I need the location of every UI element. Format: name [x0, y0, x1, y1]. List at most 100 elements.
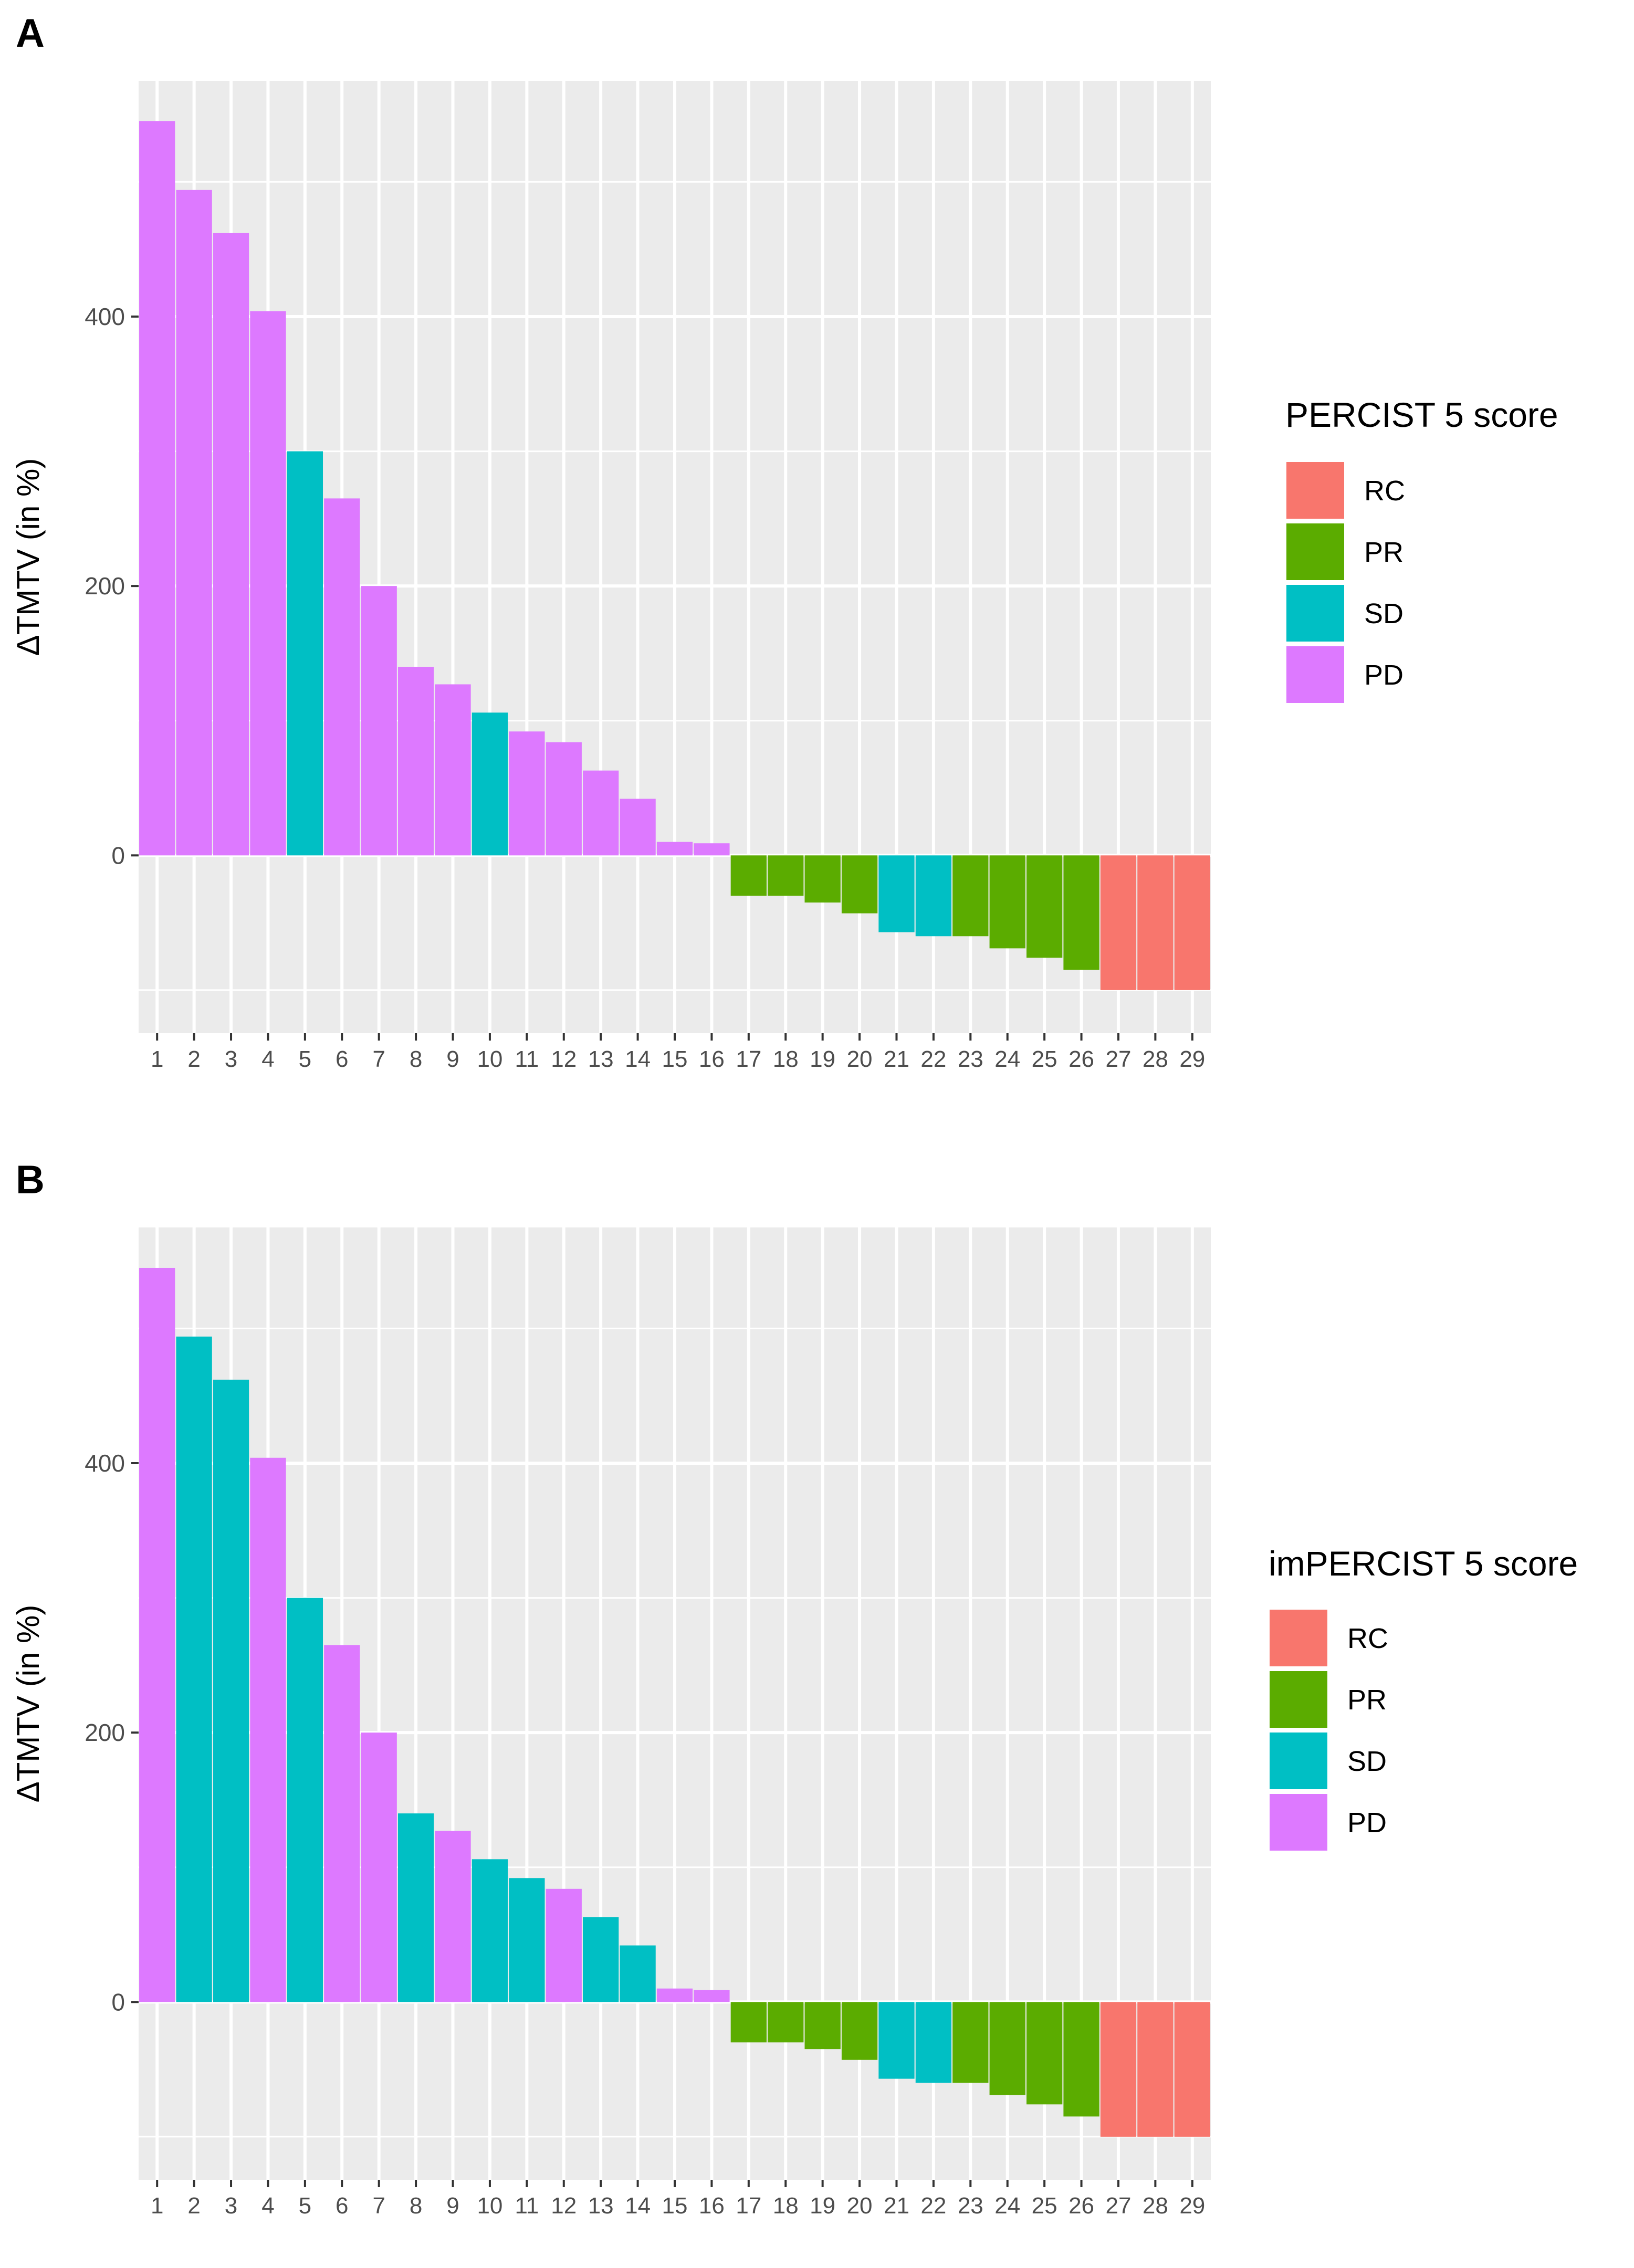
panel-label-b: B — [16, 1158, 45, 1202]
bar-4-pd — [250, 1457, 286, 2002]
x-tick-label: 5 — [299, 2193, 311, 2219]
bar-4-pd — [250, 311, 286, 856]
x-tick-label: 23 — [958, 2193, 983, 2219]
x-tick-label: 9 — [446, 1046, 459, 1072]
y-tick-label: 400 — [85, 303, 125, 330]
bar-18-pr — [768, 855, 804, 896]
bar-18-pr — [768, 2002, 804, 2043]
x-tick-label: 16 — [699, 1046, 725, 1072]
x-tick-label: 7 — [372, 1046, 385, 1072]
bar-17-pr — [730, 2002, 767, 2043]
x-tick-label: 10 — [477, 1046, 502, 1072]
legend-swatch-pd — [1270, 1794, 1327, 1851]
x-tick-label: 24 — [994, 2193, 1020, 2219]
legend-title: PERCIST 5 score — [1285, 395, 1558, 434]
legend-label-pr: PR — [1347, 1684, 1387, 1716]
bar-26-pr — [1063, 2002, 1099, 2117]
y-axis-label: ΔTMTV (in %) — [11, 1605, 46, 1803]
x-tick-label: 2 — [187, 2193, 200, 2219]
x-tick-label: 28 — [1143, 2193, 1168, 2219]
x-tick-label: 18 — [773, 2193, 799, 2219]
x-tick-label: 21 — [884, 1046, 909, 1072]
legend-swatch-pr — [1270, 1671, 1327, 1728]
x-tick-label: 26 — [1069, 1046, 1094, 1072]
panel-label-a: A — [16, 11, 45, 56]
x-tick-label: 25 — [1032, 1046, 1057, 1072]
x-tick-label: 20 — [847, 1046, 873, 1072]
bar-21-sd — [878, 2002, 915, 2079]
bar-20-pr — [841, 855, 878, 914]
x-tick-label: 3 — [225, 1046, 237, 1072]
bar-14-pd — [620, 799, 656, 856]
bar-20-pr — [841, 2002, 878, 2060]
x-tick-label: 22 — [920, 2193, 946, 2219]
y-tick-label: 0 — [111, 842, 125, 869]
x-tick-label: 1 — [151, 1046, 163, 1072]
x-tick-label: 22 — [920, 1046, 946, 1072]
bar-14-sd — [620, 1945, 656, 2002]
legend-label-sd: SD — [1364, 598, 1403, 629]
y-axis-label: ΔTMTV (in %) — [11, 458, 46, 656]
x-tick-label: 15 — [662, 2193, 688, 2219]
x-tick-label: 8 — [410, 1046, 422, 1072]
x-tick-label: 28 — [1143, 1046, 1168, 1072]
bar-27-rc — [1100, 2002, 1137, 2137]
x-tick-label: 15 — [662, 1046, 688, 1072]
bar-23-pr — [952, 2002, 989, 2083]
x-tick-label: 2 — [187, 1046, 200, 1072]
bar-16-pd — [694, 1990, 730, 2002]
bar-12-pd — [546, 742, 582, 856]
bar-22-sd — [915, 2002, 952, 2083]
x-tick-label: 1 — [151, 2193, 163, 2219]
bar-5-sd — [287, 1598, 323, 2002]
bar-27-rc — [1100, 855, 1137, 990]
bar-23-pr — [952, 855, 989, 937]
bar-8-pd — [397, 667, 434, 856]
bar-3-pd — [213, 233, 249, 856]
bar-2-pd — [176, 190, 212, 856]
bar-11-sd — [509, 1878, 545, 2002]
bar-10-sd — [472, 1859, 508, 2002]
legend-label-rc: RC — [1364, 475, 1405, 507]
bar-26-pr — [1063, 855, 1099, 970]
bar-10-sd — [472, 712, 508, 856]
legend-swatch-sd — [1270, 1732, 1327, 1789]
x-tick-label: 13 — [588, 1046, 614, 1072]
x-tick-label: 11 — [515, 1046, 539, 1072]
legend-swatch-pr — [1286, 523, 1344, 580]
bar-2-sd — [176, 1336, 212, 2002]
x-tick-label: 14 — [625, 1046, 651, 1072]
bar-15-pd — [656, 842, 693, 856]
bar-25-pr — [1026, 855, 1063, 958]
legend-label-pd: PD — [1347, 1807, 1387, 1839]
bar-29-rc — [1174, 2002, 1210, 2137]
x-tick-label: 19 — [810, 2193, 835, 2219]
x-tick-label: 29 — [1179, 1046, 1205, 1072]
bar-7-pd — [361, 586, 397, 856]
y-tick-label: 200 — [85, 1719, 125, 1746]
x-tick-label: 5 — [299, 1046, 311, 1072]
bar-22-sd — [915, 855, 952, 937]
legend-label-sd: SD — [1347, 1746, 1387, 1777]
x-tick-label: 12 — [551, 2193, 577, 2219]
bar-29-rc — [1174, 855, 1210, 990]
bar-9-pd — [435, 684, 471, 856]
x-tick-label: 16 — [699, 2193, 725, 2219]
x-tick-label: 18 — [773, 1046, 799, 1072]
x-tick-label: 10 — [477, 2193, 502, 2219]
y-tick-label: 400 — [85, 1450, 125, 1477]
bar-1-pd — [139, 1267, 175, 2002]
y-tick-label: 200 — [85, 572, 125, 600]
bar-11-pd — [509, 731, 545, 856]
bar-3-sd — [213, 1379, 249, 2002]
legend-swatch-sd — [1286, 585, 1344, 642]
x-tick-label: 8 — [410, 2193, 422, 2219]
bar-6-pd — [324, 498, 360, 856]
x-tick-label: 12 — [551, 1046, 577, 1072]
bar-16-pd — [694, 843, 730, 856]
bar-6-pd — [324, 1645, 360, 2002]
bar-13-sd — [583, 1917, 619, 2002]
x-tick-label: 7 — [372, 2193, 385, 2219]
x-tick-label: 9 — [446, 2193, 459, 2219]
